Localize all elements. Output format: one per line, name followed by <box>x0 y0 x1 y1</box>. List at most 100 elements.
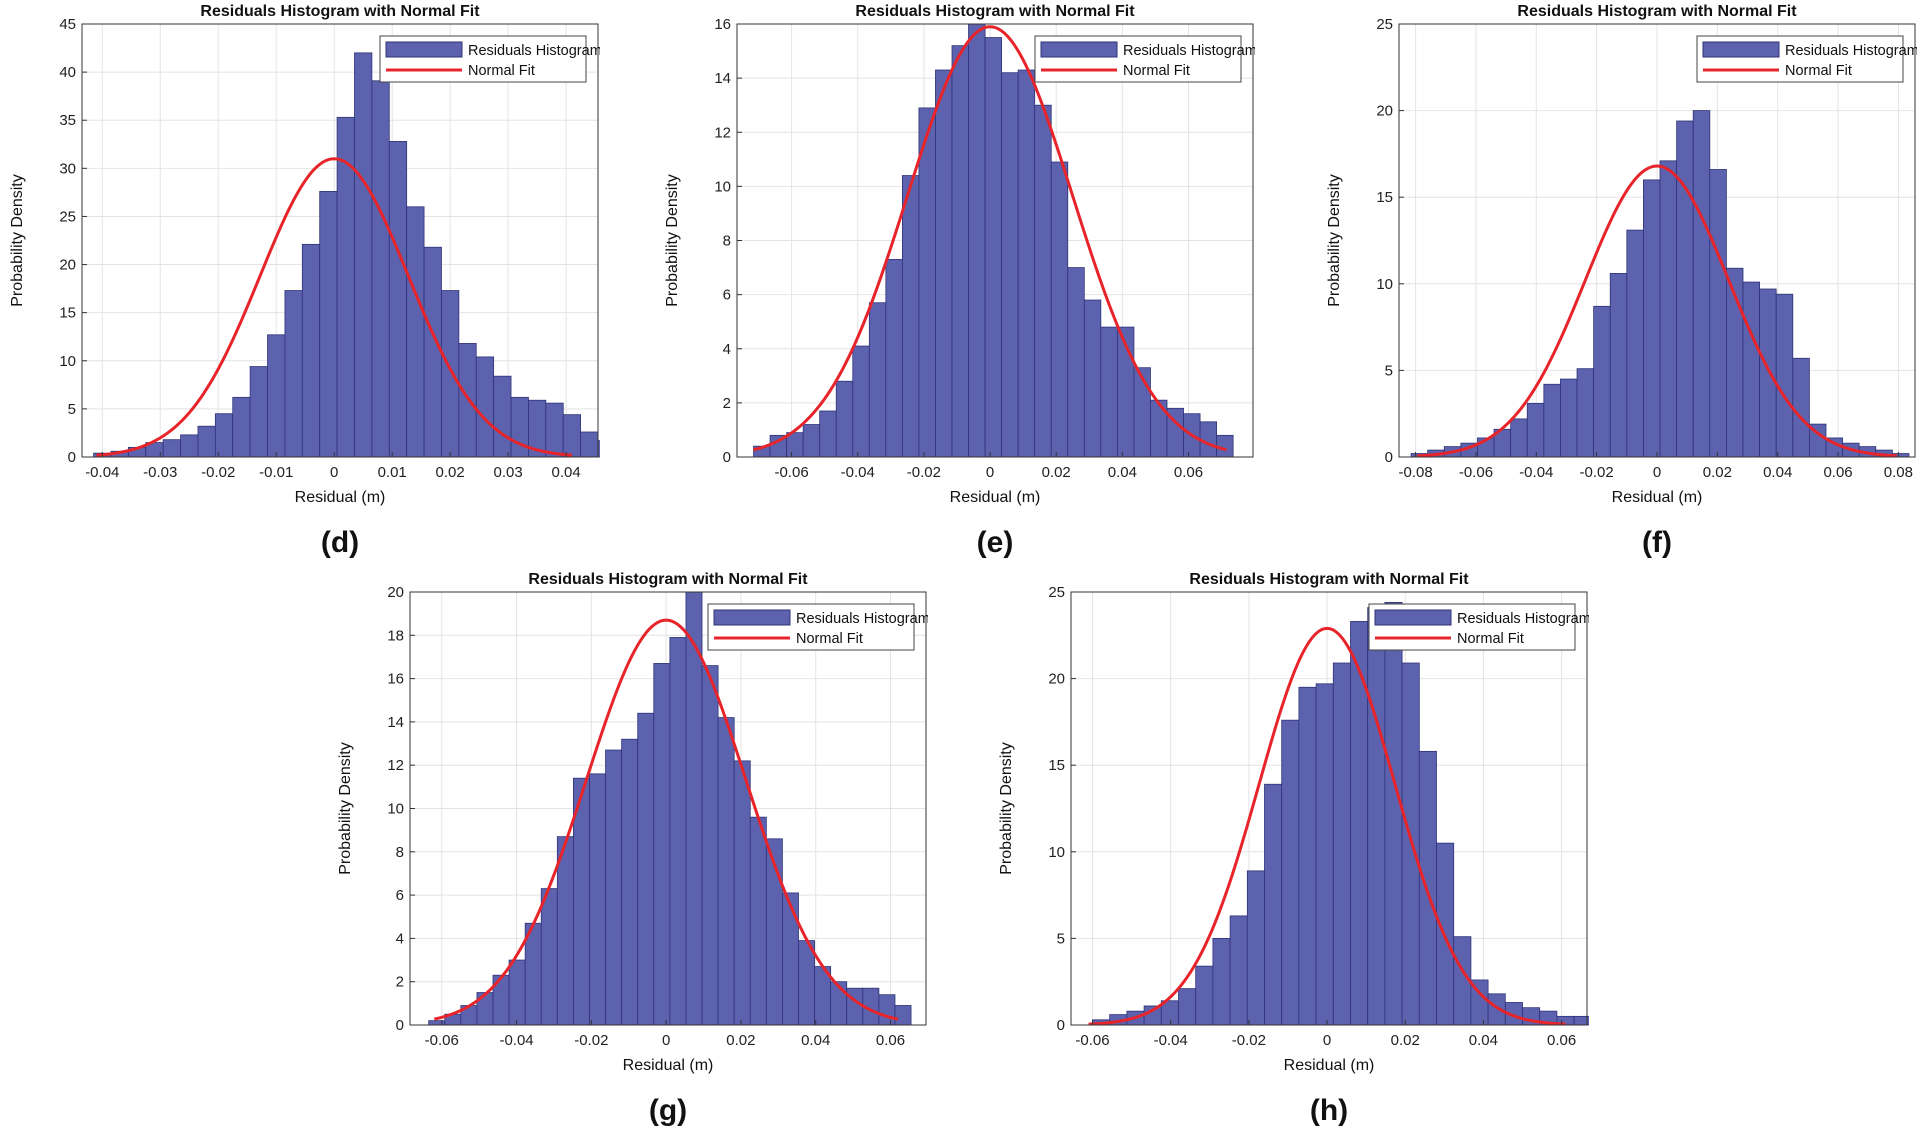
x-tick-label: -0.01 <box>259 464 293 481</box>
histogram-bar <box>1676 120 1694 458</box>
y-tick-label: 4 <box>723 341 731 358</box>
histogram-bar <box>508 959 526 1026</box>
histogram-bar <box>562 414 582 458</box>
y-tick-label: 10 <box>59 353 76 370</box>
x-tick-label: 0.04 <box>1469 1032 1498 1049</box>
y-tick-label: 45 <box>59 16 76 33</box>
x-tick-label: 0.04 <box>1763 464 1792 481</box>
x-axis-label: Residual (m) <box>295 489 386 506</box>
y-axis-label: Probability Density <box>337 742 354 875</box>
x-tick-label: -0.04 <box>1519 464 1553 481</box>
histogram-bar <box>637 712 655 1026</box>
x-tick-label: 0.06 <box>1823 464 1852 481</box>
y-tick-label: 20 <box>1376 103 1393 120</box>
chart-panel-g: -0.06 -0.04 -0.02 0 0.02 0.04 0.06 0 2 4 6 8 10 12 14 1… <box>328 568 930 1139</box>
y-tick-label: 10 <box>714 178 731 195</box>
chart-panel-e: -0.06 -0.04 -0.02 0 0.02 0.04 0.06 0 2 4 6 8 10 12 14 1… <box>655 0 1257 571</box>
histogram-bar <box>180 434 199 458</box>
histogram-bar <box>717 717 735 1026</box>
y-tick-label: 5 <box>1057 930 1065 947</box>
histogram-bar <box>197 425 216 458</box>
y-tick-label: 0 <box>1057 1017 1065 1034</box>
histogram-bar <box>556 836 574 1026</box>
histogram-bar <box>1742 281 1760 458</box>
histogram-bar <box>653 663 671 1026</box>
y-tick-label: 0 <box>68 449 76 466</box>
y-tick-label: 20 <box>1048 671 1065 688</box>
histogram-bar <box>423 246 442 458</box>
histogram-bar <box>510 396 529 458</box>
x-tick-label: -0.02 <box>907 464 941 481</box>
x-tick-label: -0.02 <box>1232 1032 1266 1049</box>
histogram-bar <box>1692 110 1711 458</box>
x-tick-label: 0.02 <box>1391 1032 1420 1049</box>
y-tick-label: 20 <box>59 257 76 274</box>
y-tick-label: 15 <box>1376 189 1393 206</box>
histogram-bar <box>733 760 751 1026</box>
y-tick-label: 14 <box>714 70 731 87</box>
x-tick-label: -0.06 <box>774 464 808 481</box>
panel-label: (d) <box>321 526 359 559</box>
chart-panel-h: -0.06 -0.04 -0.02 0 0.02 0.04 0.06 0 5 10 15 20 25 Re… <box>989 568 1609 1139</box>
y-tick-label: 4 <box>396 930 404 947</box>
histogram-bar <box>1609 273 1628 458</box>
histogram-bar <box>885 259 903 458</box>
y-tick-label: 6 <box>723 287 731 304</box>
y-tick-label: 16 <box>714 16 731 33</box>
histogram-bar <box>1083 299 1102 458</box>
x-axis-label: Residual (m) <box>623 1057 714 1074</box>
chart-title: Residuals Histogram with Normal Fit <box>528 571 808 588</box>
normal-fit-line <box>96 157 573 457</box>
chart-panel-d: -0.04 -0.03 -0.02 -0.01 0 0.01 0.02 0.03 0.04 0 5 1… <box>0 0 651 571</box>
histogram-bar <box>354 52 373 458</box>
histogram-bar <box>545 402 564 458</box>
y-tick-label: 16 <box>387 671 404 688</box>
y-tick-label: 25 <box>59 208 76 225</box>
chart-title: Residuals Histogram with Normal Fit <box>200 3 480 20</box>
x-tick-label: 0 <box>1653 464 1661 481</box>
histogram-bar <box>935 69 953 458</box>
histogram-bar <box>162 439 181 458</box>
histogram-bar <box>951 45 969 458</box>
y-tick-label: 6 <box>396 887 404 904</box>
x-tick-label: 0 <box>330 464 338 481</box>
x-axis-label: Residual (m) <box>950 489 1041 506</box>
y-tick-label: 14 <box>387 714 404 731</box>
histogram-bar <box>428 1020 446 1026</box>
x-tick-label: -0.06 <box>1075 1032 1109 1049</box>
histogram-bar <box>406 206 425 458</box>
histogram-bar <box>1792 357 1810 458</box>
histogram-bar <box>1246 870 1265 1026</box>
normal-fit-line <box>753 25 1227 452</box>
x-tick-label: 0.04 <box>1108 464 1137 481</box>
x-tick-label: -0.04 <box>85 464 119 481</box>
histogram-bar <box>868 302 887 458</box>
histogram-bar <box>1543 383 1561 458</box>
histogram-bar <box>901 175 920 458</box>
y-tick-label: 12 <box>714 124 731 141</box>
histogram-bar <box>580 431 599 458</box>
histogram-bar <box>1576 368 1595 458</box>
histogram-bar <box>1133 367 1151 458</box>
chart-title: Residuals Histogram with Normal Fit <box>1189 571 1469 588</box>
legend-label-fit: Normal Fit <box>1457 631 1524 647</box>
histogram-bar <box>1526 402 1545 458</box>
y-tick-label: 8 <box>723 233 731 250</box>
histogram-bar <box>852 345 870 458</box>
histogram-bar <box>1659 160 1678 458</box>
histogram-bar <box>1510 418 1528 458</box>
histogram-bar <box>493 375 512 458</box>
histogram-bar <box>249 366 268 458</box>
x-tick-label: 0.08 <box>1884 464 1913 481</box>
legend-label-histogram: Residuals Histogram <box>1457 611 1589 627</box>
x-tick-label: 0.04 <box>552 464 581 481</box>
x-tick-label: -0.06 <box>425 1032 459 1049</box>
y-axis-label: Probability Density <box>664 174 681 307</box>
normal-fit-line <box>1417 164 1897 458</box>
histogram-bar <box>894 1005 912 1026</box>
y-tick-label: 2 <box>396 974 404 991</box>
x-axis-label: Residual (m) <box>1284 1057 1375 1074</box>
histogram-bar <box>1281 719 1300 1026</box>
histogram-bar <box>1775 293 1794 458</box>
legend: Residuals Histogram Normal Fit <box>379 35 602 83</box>
